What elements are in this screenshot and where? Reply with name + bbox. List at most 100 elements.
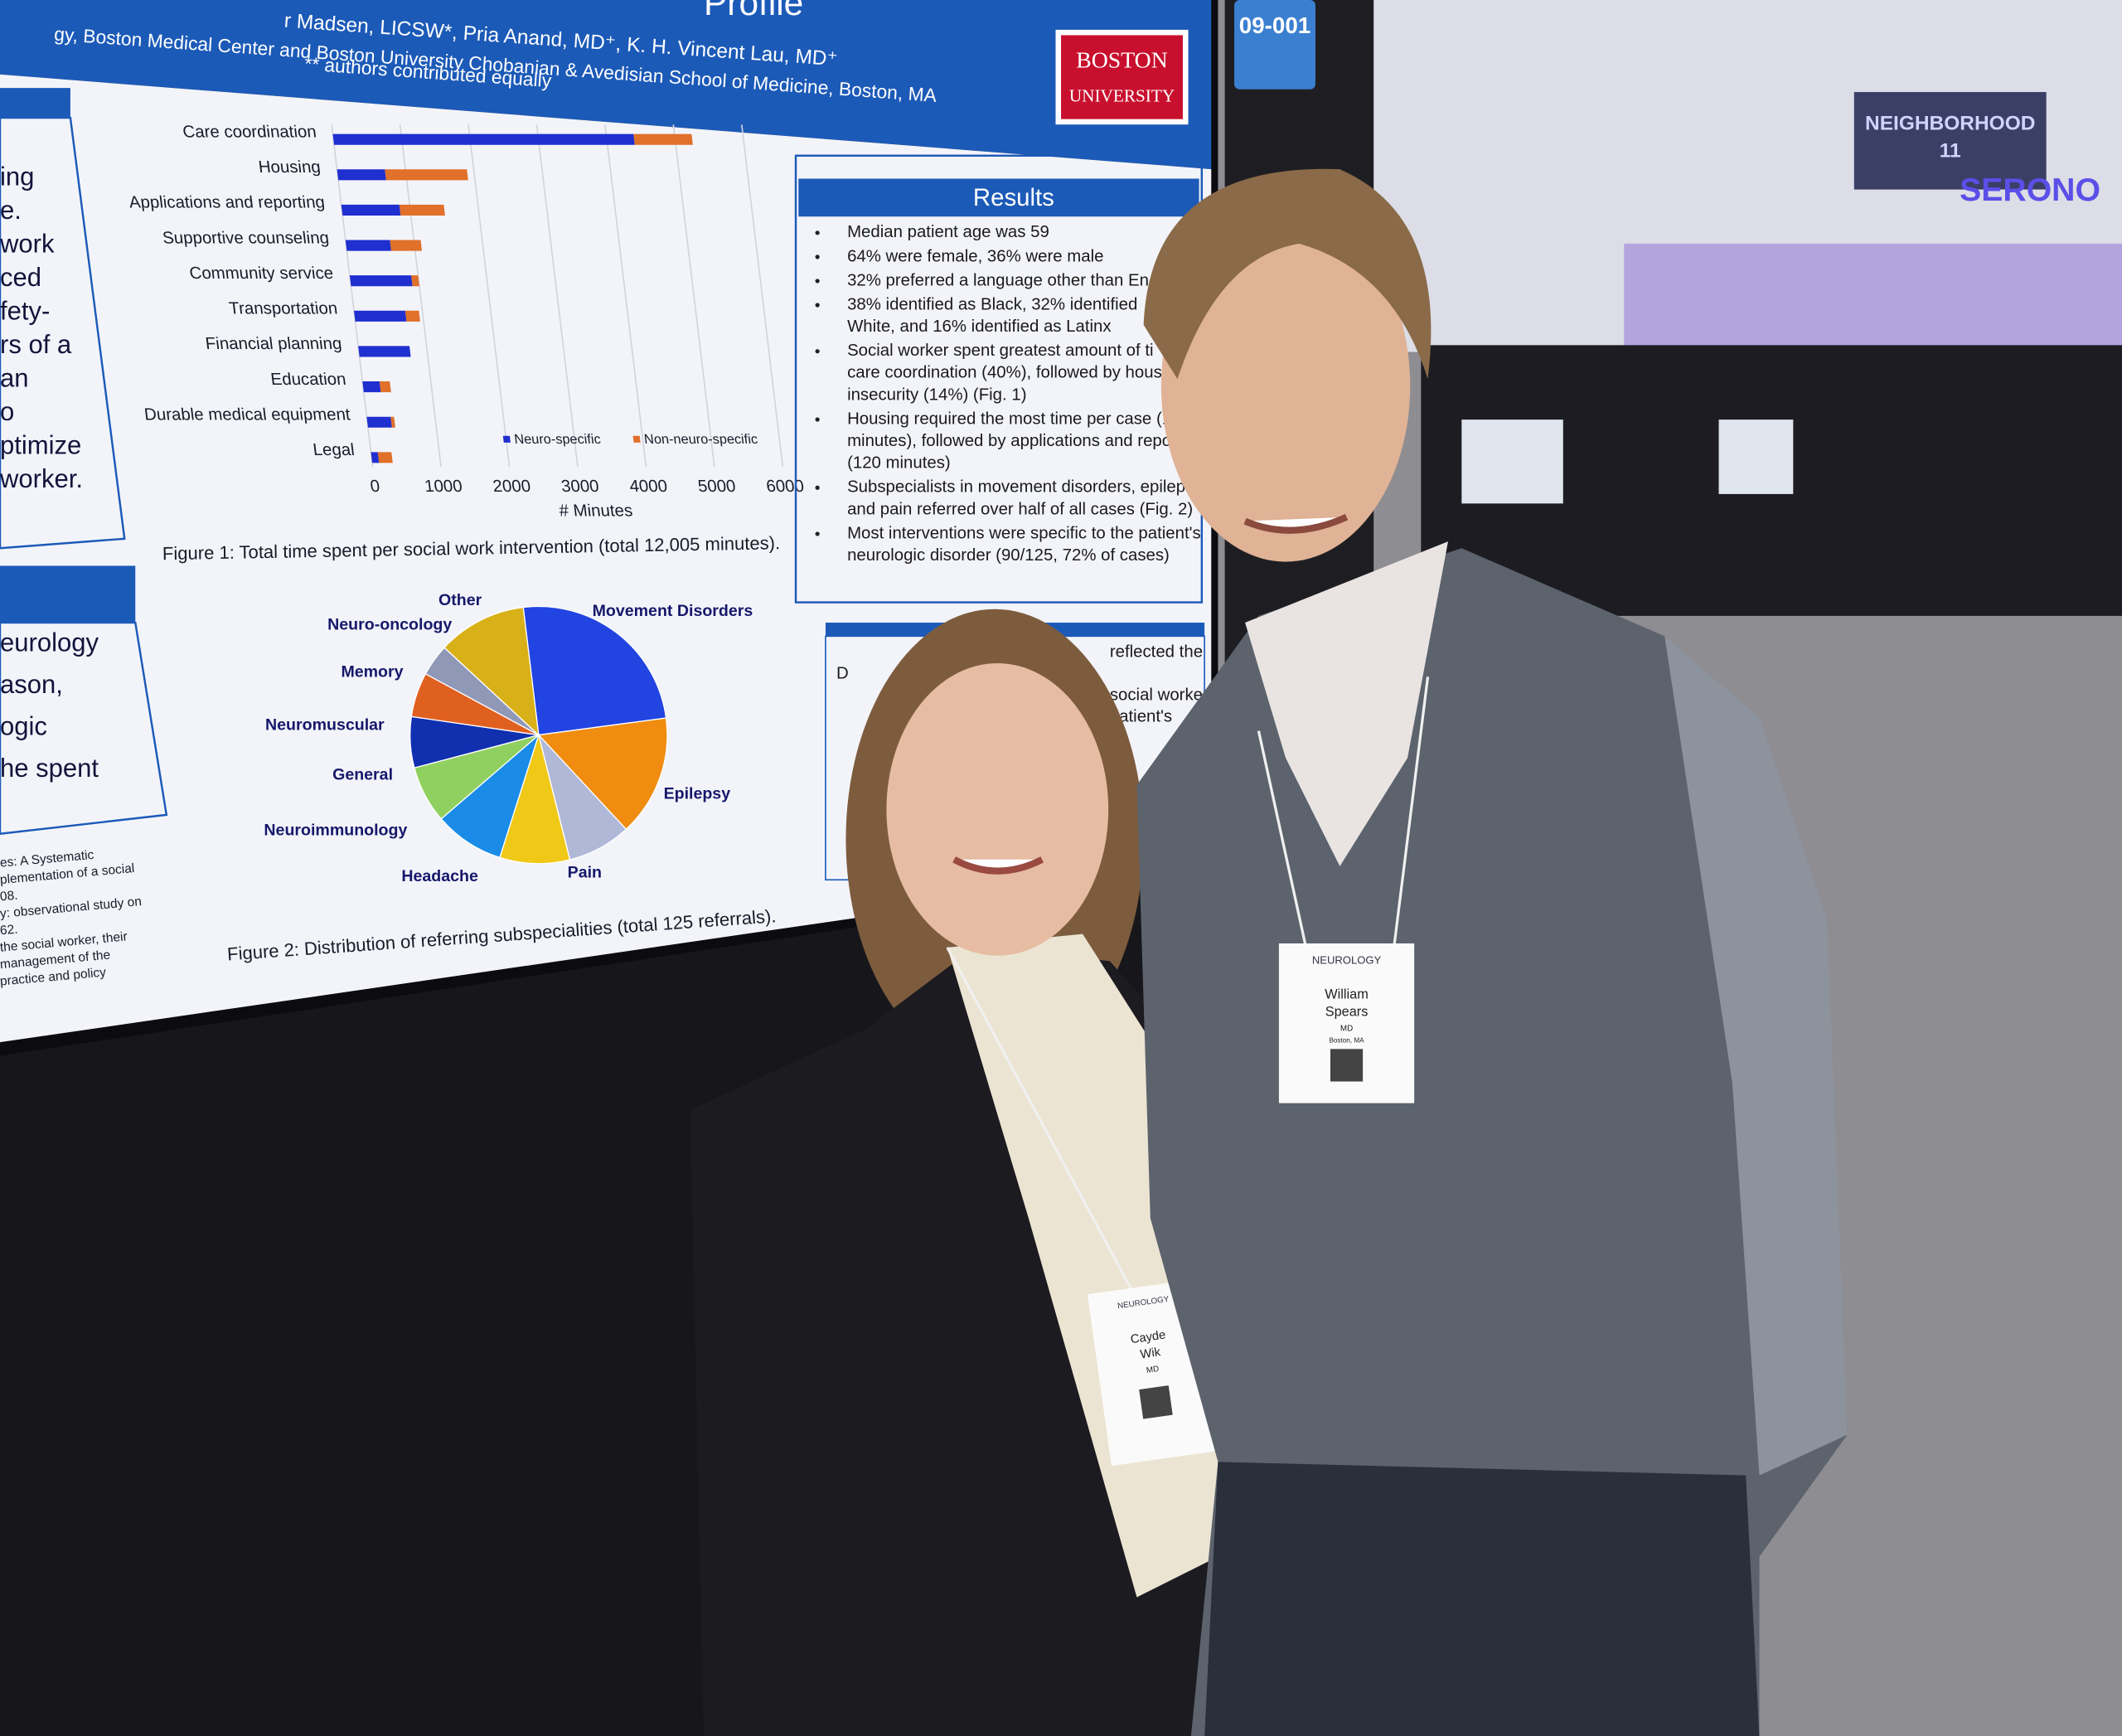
body-text: ogic xyxy=(0,712,47,741)
body-text: an xyxy=(0,364,29,393)
face xyxy=(1160,210,1411,562)
bullet xyxy=(815,531,820,536)
sign-text: NEIGHBORHOOD xyxy=(1865,113,2035,135)
smile xyxy=(952,856,1044,875)
pie-slice xyxy=(522,605,667,736)
bar-segment xyxy=(354,310,407,322)
left-box xyxy=(0,621,168,835)
result-line: insecurity (14%) (Fig. 1) xyxy=(847,386,1026,404)
smile xyxy=(1243,513,1349,534)
results-header xyxy=(798,178,1199,217)
pie-slice xyxy=(537,717,668,831)
bar-segment xyxy=(377,452,393,463)
body-text: ptimize xyxy=(0,431,81,460)
bar-segment xyxy=(390,240,423,251)
body-text: patient's xyxy=(1110,708,1172,726)
bullet xyxy=(815,485,820,490)
badge-header: NEUROLOGY xyxy=(1312,954,1382,967)
result-line: 38% identified as Black, 32% identified xyxy=(847,295,1137,313)
result-line: and pain referred over half of all cases… xyxy=(847,500,1193,518)
pie-label: Memory xyxy=(341,663,403,681)
grid-line xyxy=(331,124,374,468)
bar-segment xyxy=(358,346,411,357)
face xyxy=(886,663,1109,956)
body-text: ced xyxy=(0,263,41,292)
category-label: Education xyxy=(269,370,346,389)
bar-segment xyxy=(385,169,468,181)
body-text: work xyxy=(0,230,55,259)
bullet xyxy=(815,303,820,308)
result-line: White, and 16% identified as Latinx xyxy=(847,318,1112,336)
booth-number: 09-001 xyxy=(1239,12,1311,38)
bar-segment xyxy=(362,381,381,393)
pie-label: General xyxy=(332,766,393,784)
bullet xyxy=(815,230,820,235)
grid-line xyxy=(740,124,784,468)
bar-segment xyxy=(345,240,391,251)
bullet xyxy=(815,279,820,284)
category-label: Community service xyxy=(188,264,334,283)
result-line: 64% were female, 36% were male xyxy=(847,247,1103,265)
bar-segment xyxy=(341,204,401,216)
bar-segment xyxy=(366,416,392,428)
result-line: Housing required the most time per case … xyxy=(847,410,1190,428)
hanging-sign xyxy=(1853,92,2047,190)
category-label: Housing xyxy=(257,158,322,177)
result-line: Most interventions were specific to the … xyxy=(847,524,1201,542)
body-text: eurology xyxy=(0,628,99,657)
bar-segment xyxy=(332,133,635,145)
badge-city: Boston, MA xyxy=(1329,1037,1364,1045)
badge-name: Wik xyxy=(1140,1346,1162,1361)
result-line: Median patient age was 59 xyxy=(847,223,1049,241)
left-text: ing e. work ced fety-rs of a an o ptimize worker… xyxy=(0,162,99,783)
body-text: e. xyxy=(0,196,22,225)
legend-label: Non-neuro-specific xyxy=(643,432,758,447)
x-axis-label: # Minutes xyxy=(558,502,633,521)
lanyard xyxy=(946,947,1138,1301)
lanyard xyxy=(1257,730,1308,948)
grid-line xyxy=(535,124,579,468)
bullet xyxy=(815,255,820,259)
pie-slice xyxy=(443,606,540,737)
body-text: he spent xyxy=(0,754,99,783)
bullet xyxy=(815,349,820,354)
box-header xyxy=(0,565,136,623)
sleeve xyxy=(1664,636,1848,1476)
badge-degree: MD xyxy=(1146,1365,1160,1375)
lanyard xyxy=(1393,676,1430,948)
x-tick-label: 2000 xyxy=(492,477,531,496)
logo-text: UNIVERSITY xyxy=(1069,85,1175,105)
poster-header xyxy=(0,0,1212,170)
badge-name: Cayde xyxy=(1130,1329,1166,1347)
figure-2: Movement Disorders Epilepsy Pain Headache Ne… xyxy=(264,591,753,885)
bar-segment xyxy=(633,133,693,145)
bullet xyxy=(815,417,820,422)
body-text: D xyxy=(836,664,849,682)
quarter-zip xyxy=(1136,548,1848,1736)
pie-label: Neuromuscular xyxy=(265,715,385,734)
category-label: Care coordination xyxy=(182,122,317,141)
x-tick-label: 3000 xyxy=(560,477,600,496)
pie-label: Movement Disorders xyxy=(593,602,753,620)
category-label: Legal xyxy=(312,440,356,459)
result-line: (120 minutes) xyxy=(847,454,951,473)
result-line: neurologic disorder (90/125, 72% of case… xyxy=(847,546,1170,565)
pie-label: Pain xyxy=(568,863,602,881)
logo xyxy=(1061,35,1183,119)
grid-line xyxy=(399,124,442,468)
body-text: fety- xyxy=(0,297,50,326)
body-text: worker. xyxy=(0,464,83,493)
booth-tag xyxy=(1234,0,1315,90)
body-text: ason, xyxy=(0,670,63,699)
bar-segment xyxy=(379,381,391,393)
logo-text: BOSTON xyxy=(1076,47,1168,73)
x-tick-label: 5000 xyxy=(697,477,737,496)
hair xyxy=(1143,168,1432,380)
results-heading: Results xyxy=(973,184,1054,211)
grid-line xyxy=(672,124,715,468)
x-tick-label: 1000 xyxy=(424,477,463,496)
category-label: Transportation xyxy=(228,299,338,318)
bar-segment xyxy=(411,275,419,287)
pie-label: Neuroimmunology xyxy=(264,822,407,840)
